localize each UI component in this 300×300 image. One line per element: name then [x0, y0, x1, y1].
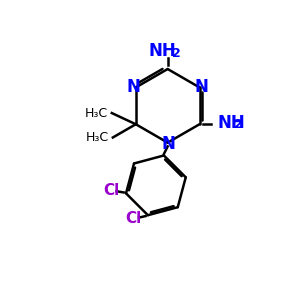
Text: Cl: Cl: [126, 211, 142, 226]
Text: N: N: [195, 78, 209, 96]
Text: 2: 2: [234, 118, 242, 131]
Text: H₃C: H₃C: [86, 131, 109, 144]
Text: N: N: [127, 78, 140, 96]
Text: 2: 2: [172, 46, 180, 60]
Text: Cl: Cl: [103, 184, 119, 199]
Text: NH: NH: [148, 42, 176, 60]
Text: H₃C: H₃C: [85, 106, 108, 119]
Text: NH: NH: [217, 114, 245, 132]
Text: N: N: [161, 135, 175, 153]
